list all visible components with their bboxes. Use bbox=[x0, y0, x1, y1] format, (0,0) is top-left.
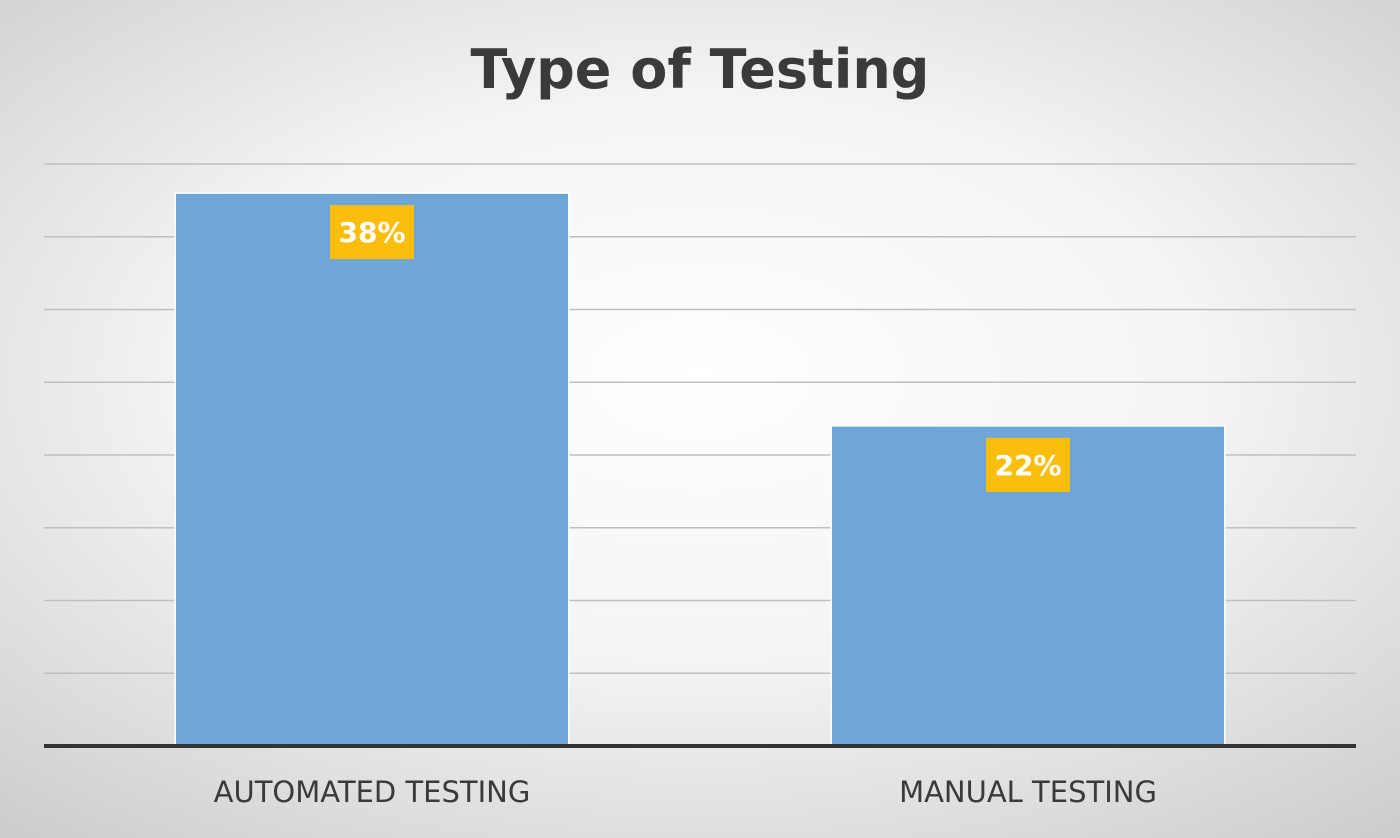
data-labels: 38% 22% bbox=[330, 205, 1070, 492]
category-labels: AUTOMATED TESTING MANUAL TESTING bbox=[214, 775, 1157, 809]
bar-1 bbox=[174, 192, 570, 747]
data-label-box-1 bbox=[330, 205, 414, 260]
category-label-1: AUTOMATED TESTING bbox=[214, 775, 531, 809]
data-label-2: 22% bbox=[994, 449, 1061, 482]
data-label-1: 38% bbox=[338, 216, 405, 249]
data-label-box-2 bbox=[986, 437, 1070, 492]
category-label-2: MANUAL TESTING bbox=[899, 775, 1157, 809]
chart-title: Type of Testing bbox=[470, 38, 930, 101]
